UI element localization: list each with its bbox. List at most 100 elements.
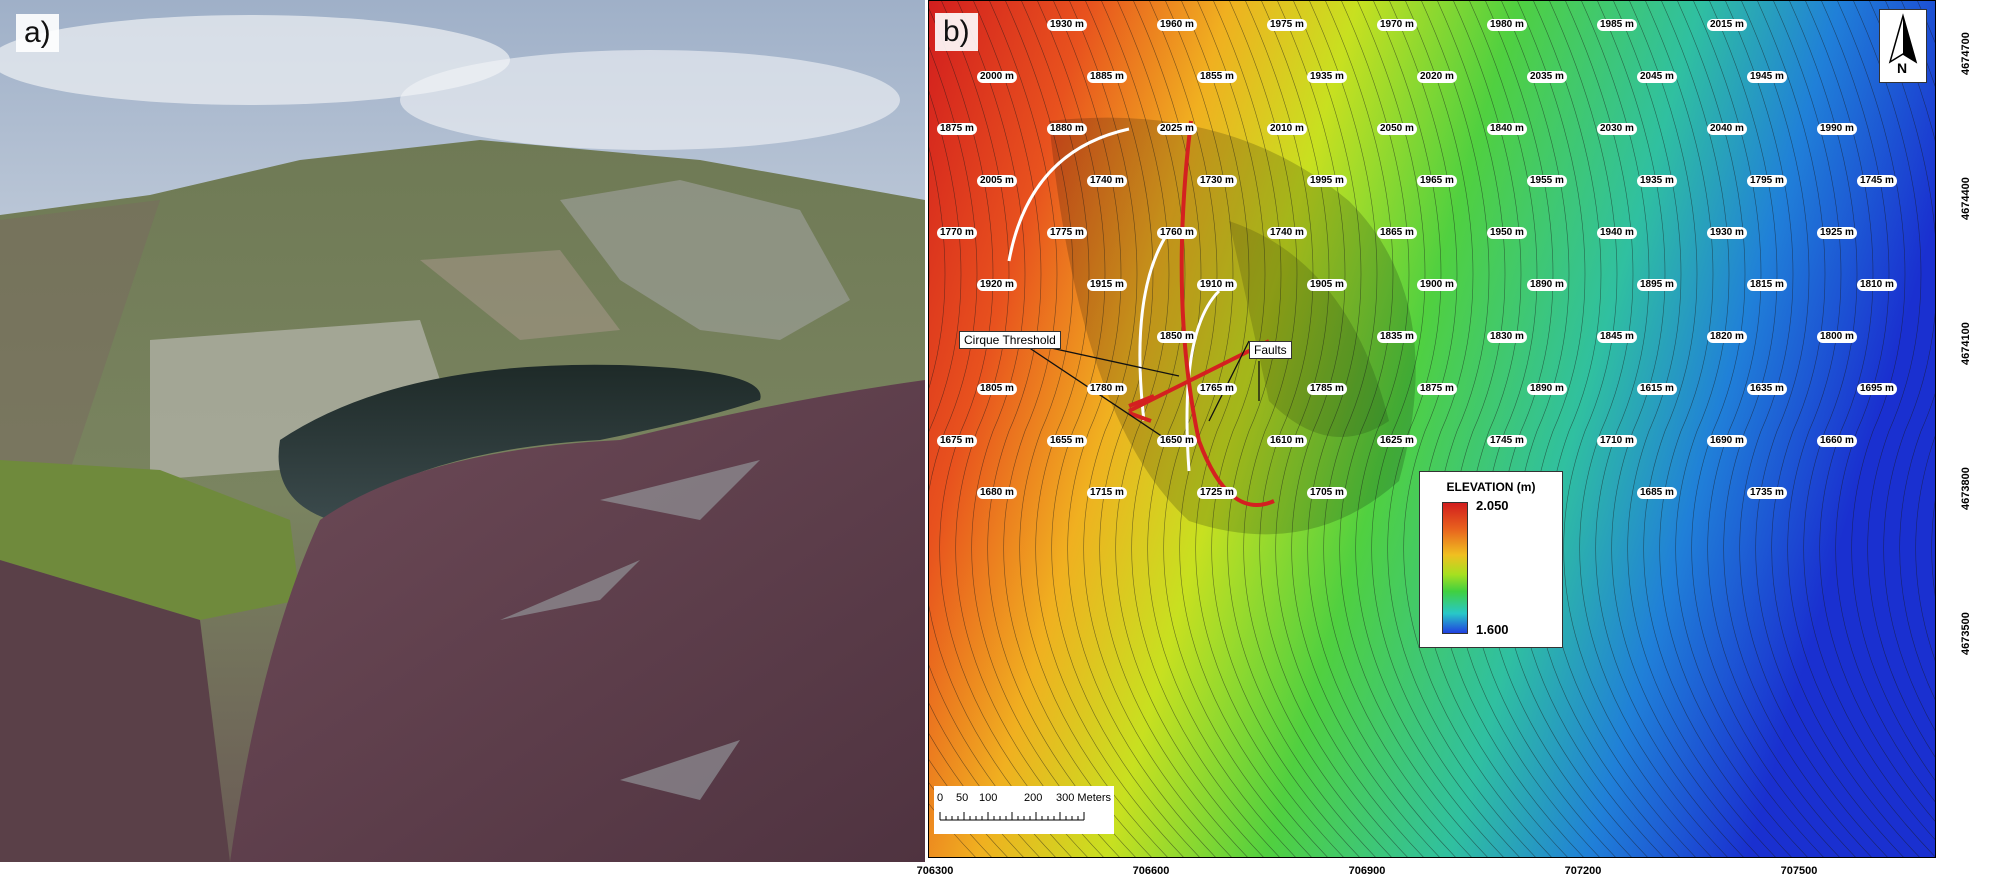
contour-line — [1613, 1, 1776, 857]
y-tick: 4673500 — [1960, 612, 1972, 655]
y-tick: 4674700 — [1960, 32, 1972, 75]
contour-line — [929, 91, 1056, 857]
contour-label: 1845 m — [1597, 331, 1637, 343]
contour-label: 1960 m — [1157, 19, 1197, 31]
contour-line — [1245, 1, 1408, 857]
contour-line — [1629, 1, 1792, 857]
contour-label: 1830 m — [1487, 331, 1527, 343]
contour-label: 1745 m — [1487, 435, 1527, 447]
contour-line — [1645, 1, 1808, 857]
north-arrow-icon — [1888, 13, 1918, 64]
contour-label: 1865 m — [1377, 227, 1417, 239]
contour-label: 1735 m — [1747, 487, 1787, 499]
contour-label: 1935 m — [1637, 175, 1677, 187]
fault-line — [1128, 339, 1270, 413]
contour-line — [1197, 1, 1360, 857]
contour-label: 1710 m — [1597, 435, 1637, 447]
contour-label: 1915 m — [1087, 279, 1127, 291]
contour-line — [1565, 1, 1728, 857]
fault-arrow-icon — [1128, 394, 1155, 423]
contour-line — [1805, 1, 1935, 822]
contour-label: 1820 m — [1707, 331, 1747, 343]
contour-label: 1675 m — [937, 435, 977, 447]
contour-line — [1341, 1, 1504, 857]
contour-line — [929, 260, 1024, 857]
scale-tick: 0 — [937, 792, 944, 804]
contour-label: 1930 m — [1047, 19, 1087, 31]
contour-line — [1757, 1, 1920, 857]
contour-label: 1730 m — [1197, 175, 1237, 187]
contour-label: 2030 m — [1597, 123, 1637, 135]
x-tick: 707200 — [1564, 865, 1602, 877]
contour-lines — [929, 1, 1935, 857]
scale-tick: 200 — [1024, 792, 1043, 804]
elevation-map: b) 1930 m 1960 m 1975 m 1970 m 1980 m 1985 m 2… — [928, 0, 1936, 858]
x-tick: 707500 — [1780, 865, 1818, 877]
contour-line — [1885, 1, 1935, 700]
contour-line — [929, 8, 1088, 857]
contour-line — [1453, 1, 1616, 857]
contour-label: 1985 m — [1597, 19, 1637, 31]
x-tick: 706300 — [916, 865, 954, 877]
contour-line — [1053, 1, 1216, 857]
contour-label: 1890 m — [1527, 279, 1567, 291]
contour-line — [1661, 1, 1824, 857]
contour-line — [1709, 1, 1872, 857]
contour-line — [1293, 1, 1456, 857]
contour-line — [1149, 1, 1312, 857]
elevation-surface — [929, 1, 1935, 857]
contour-label: 1805 m — [977, 383, 1017, 395]
contour-line — [1581, 1, 1744, 857]
contour-line — [1261, 1, 1424, 857]
contour-line — [1405, 1, 1568, 857]
scale-tick: 100 — [979, 792, 998, 804]
contour-line — [1213, 1, 1376, 857]
legend-title: ELEVATION (m) — [1446, 480, 1536, 494]
contour-line — [1773, 1, 1935, 857]
contour-line — [1277, 1, 1440, 857]
contour-line — [989, 1, 1152, 857]
contour-label: 1965 m — [1417, 175, 1457, 187]
contour-label: 2005 m — [977, 175, 1017, 187]
contour-label: 1920 m — [977, 279, 1017, 291]
lake-cirque-photo: a) — [0, 0, 925, 862]
contour-label: 1685 m — [1637, 487, 1677, 499]
cirque-threshold-line — [1138, 230, 1171, 422]
contour-label: 1850 m — [1157, 331, 1197, 343]
contour-label: 1815 m — [1747, 279, 1787, 291]
contour-label: 2000 m — [977, 71, 1017, 83]
contour-label: 1880 m — [1047, 123, 1087, 135]
x-tick: 706600 — [1132, 865, 1170, 877]
contour-label: 1775 m — [1047, 227, 1087, 239]
contour-label: 1800 m — [1817, 331, 1857, 343]
contour-label: 1910 m — [1197, 279, 1237, 291]
contour-line — [929, 146, 1040, 857]
contour-label: 2050 m — [1377, 123, 1417, 135]
contour-label: 1615 m — [1637, 383, 1677, 395]
contour-label: 1995 m — [1307, 175, 1347, 187]
contour-label: 2035 m — [1527, 71, 1567, 83]
faults-label: Faults — [1249, 341, 1292, 359]
contour-line — [1469, 1, 1632, 857]
contour-line — [1309, 1, 1472, 857]
contour-line — [1181, 1, 1344, 857]
contour-label: 1695 m — [1857, 383, 1897, 395]
contour-label: 2040 m — [1707, 123, 1747, 135]
contour-line — [1821, 1, 1935, 802]
contour-label: 1705 m — [1307, 487, 1347, 499]
contour-line — [1517, 1, 1680, 857]
contour-label: 2020 m — [1417, 71, 1457, 83]
contour-label: 1970 m — [1377, 19, 1417, 31]
panel-label-a: a) — [16, 14, 59, 52]
contour-line — [1117, 1, 1280, 857]
contour-line — [1741, 1, 1904, 857]
contour-label: 1875 m — [1417, 383, 1457, 395]
contour-label: 1715 m — [1087, 487, 1127, 499]
contour-label: 1855 m — [1197, 71, 1237, 83]
contour-label: 1940 m — [1597, 227, 1637, 239]
contour-label: 1760 m — [1157, 227, 1197, 239]
contour-label: 1935 m — [1307, 71, 1347, 83]
scale-bar-graphic — [939, 812, 1085, 821]
contour-label: 1930 m — [1707, 227, 1747, 239]
contour-line — [1853, 1, 1935, 758]
